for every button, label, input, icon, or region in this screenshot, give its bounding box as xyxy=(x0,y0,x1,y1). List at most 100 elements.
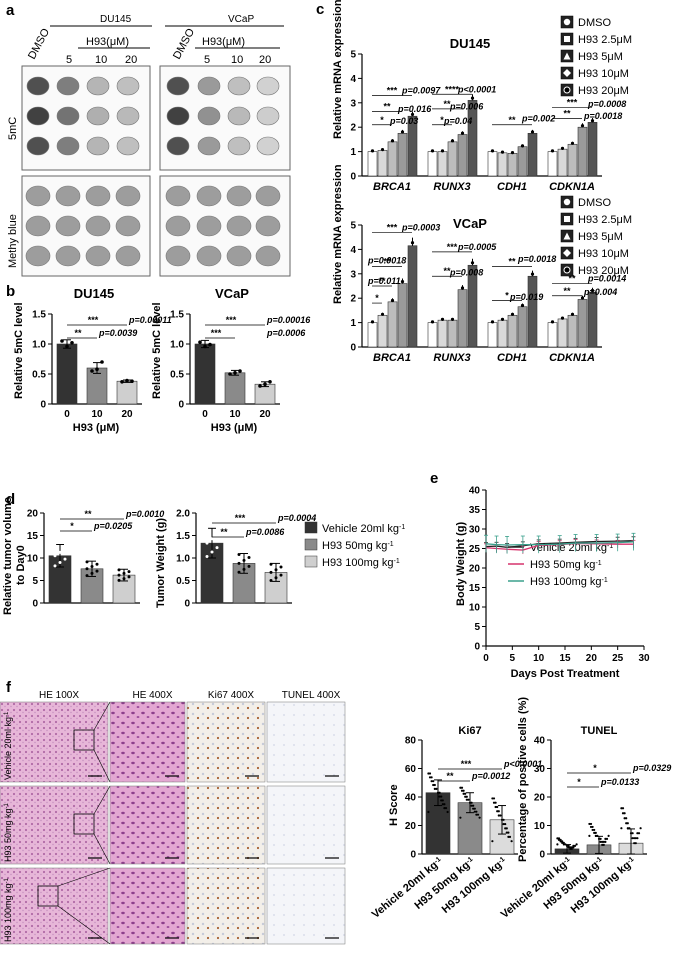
legend-sup: -1 xyxy=(394,558,400,565)
legend-swatch xyxy=(304,521,318,534)
p-value: p=0.0133 xyxy=(600,777,639,787)
p-value: p=0.0086 xyxy=(245,527,285,537)
zoom-inset-box xyxy=(73,729,95,751)
y-tick-label: 1.0 xyxy=(176,554,190,565)
blot-dot xyxy=(55,215,81,237)
p-value: p=0.03 xyxy=(389,116,418,126)
data-point xyxy=(500,317,505,321)
data-point xyxy=(70,341,74,345)
y-tick-label: 5 xyxy=(32,576,38,587)
data-point xyxy=(530,130,535,134)
histology-image xyxy=(266,785,346,865)
legend-marker xyxy=(564,36,570,42)
blot-dot xyxy=(226,245,252,267)
data-point xyxy=(605,837,609,840)
data-point xyxy=(570,141,575,145)
bar xyxy=(457,802,483,855)
data-point xyxy=(502,818,505,821)
zoom-line xyxy=(57,867,111,887)
data-point xyxy=(464,795,467,798)
data-point xyxy=(247,555,251,559)
data-point xyxy=(460,786,464,789)
data-point xyxy=(268,380,272,384)
data-point xyxy=(510,312,515,316)
data-point xyxy=(210,550,214,554)
blot-dot xyxy=(86,106,110,126)
bar xyxy=(427,322,438,348)
bar xyxy=(467,100,478,177)
bar xyxy=(587,291,598,348)
data-point xyxy=(560,146,565,150)
panel-d-label: d xyxy=(6,491,15,508)
bar xyxy=(457,289,468,348)
data-point xyxy=(100,360,104,364)
y-tick-label: 0.5 xyxy=(32,370,46,381)
y-tick-label: 5 xyxy=(474,622,480,633)
y-tick-label: 10 xyxy=(27,554,39,565)
y-tick-label: 1.0 xyxy=(32,340,46,351)
y-tick-label: 3 xyxy=(350,98,356,109)
blot-dot xyxy=(115,245,141,267)
data-point xyxy=(446,810,449,814)
histology-col-header: HE 400X xyxy=(132,690,172,701)
data-point xyxy=(237,561,241,565)
p-value: p=0.00011 xyxy=(128,315,172,325)
y-axis-label: Tumor Weight (g) xyxy=(155,518,167,608)
y-tick-label: 1.0 xyxy=(170,340,184,351)
gene-label: CDH1 xyxy=(497,352,527,364)
legend-swatch xyxy=(304,555,318,568)
data-point xyxy=(590,288,595,293)
sig-stars: ** xyxy=(74,328,82,338)
sig-stars: ** xyxy=(443,99,451,109)
panel-f-label: f xyxy=(6,679,12,696)
data-point xyxy=(470,261,475,265)
series-line xyxy=(485,541,634,546)
blot-dot xyxy=(166,136,190,156)
x-tick-label: 20 xyxy=(259,409,271,420)
data-point xyxy=(430,776,433,779)
data-point xyxy=(625,817,628,820)
p-value: p=0.0014 xyxy=(587,274,626,284)
blot-dot xyxy=(25,185,51,207)
p-value: p<0.0001 xyxy=(457,84,496,94)
row-label-5mc: 5mC xyxy=(7,117,19,140)
data-point xyxy=(564,843,567,846)
data-point xyxy=(210,537,214,541)
data-point xyxy=(427,810,430,814)
data-point xyxy=(440,799,443,802)
data-point xyxy=(508,835,512,839)
legend-marker xyxy=(563,69,571,77)
legend-marker xyxy=(563,18,571,26)
p-value: p=0.0205 xyxy=(93,521,133,531)
data-point xyxy=(428,776,432,779)
data-point xyxy=(591,825,594,829)
lane-dmso-vcap: DMSO xyxy=(171,26,197,61)
bar xyxy=(547,151,558,177)
data-point xyxy=(591,828,594,832)
sig-stars: ** xyxy=(568,274,576,284)
blot-dot xyxy=(197,106,221,126)
blot-dot xyxy=(165,245,191,267)
data-point xyxy=(85,574,89,578)
data-point xyxy=(505,831,508,834)
data-point xyxy=(450,139,455,143)
data-point xyxy=(497,814,500,817)
y-tick-label: 20 xyxy=(534,793,546,804)
y-axis-label: H Score xyxy=(388,784,400,826)
data-point xyxy=(215,532,219,536)
data-point xyxy=(589,825,593,829)
gene-label: CDKN1A xyxy=(549,181,595,193)
bar xyxy=(497,152,508,177)
data-point xyxy=(58,550,62,554)
blot-dot xyxy=(85,215,111,237)
data-point xyxy=(430,320,435,324)
y-tick-label: 10 xyxy=(534,821,546,832)
blot-dot xyxy=(196,185,222,207)
data-point xyxy=(410,241,415,245)
blot-dot xyxy=(116,76,140,96)
lane-10-du145: 10 xyxy=(95,54,107,66)
y-tick-label: 2 xyxy=(350,294,356,305)
panel-b-label: b xyxy=(6,283,15,300)
data-point xyxy=(440,317,445,321)
